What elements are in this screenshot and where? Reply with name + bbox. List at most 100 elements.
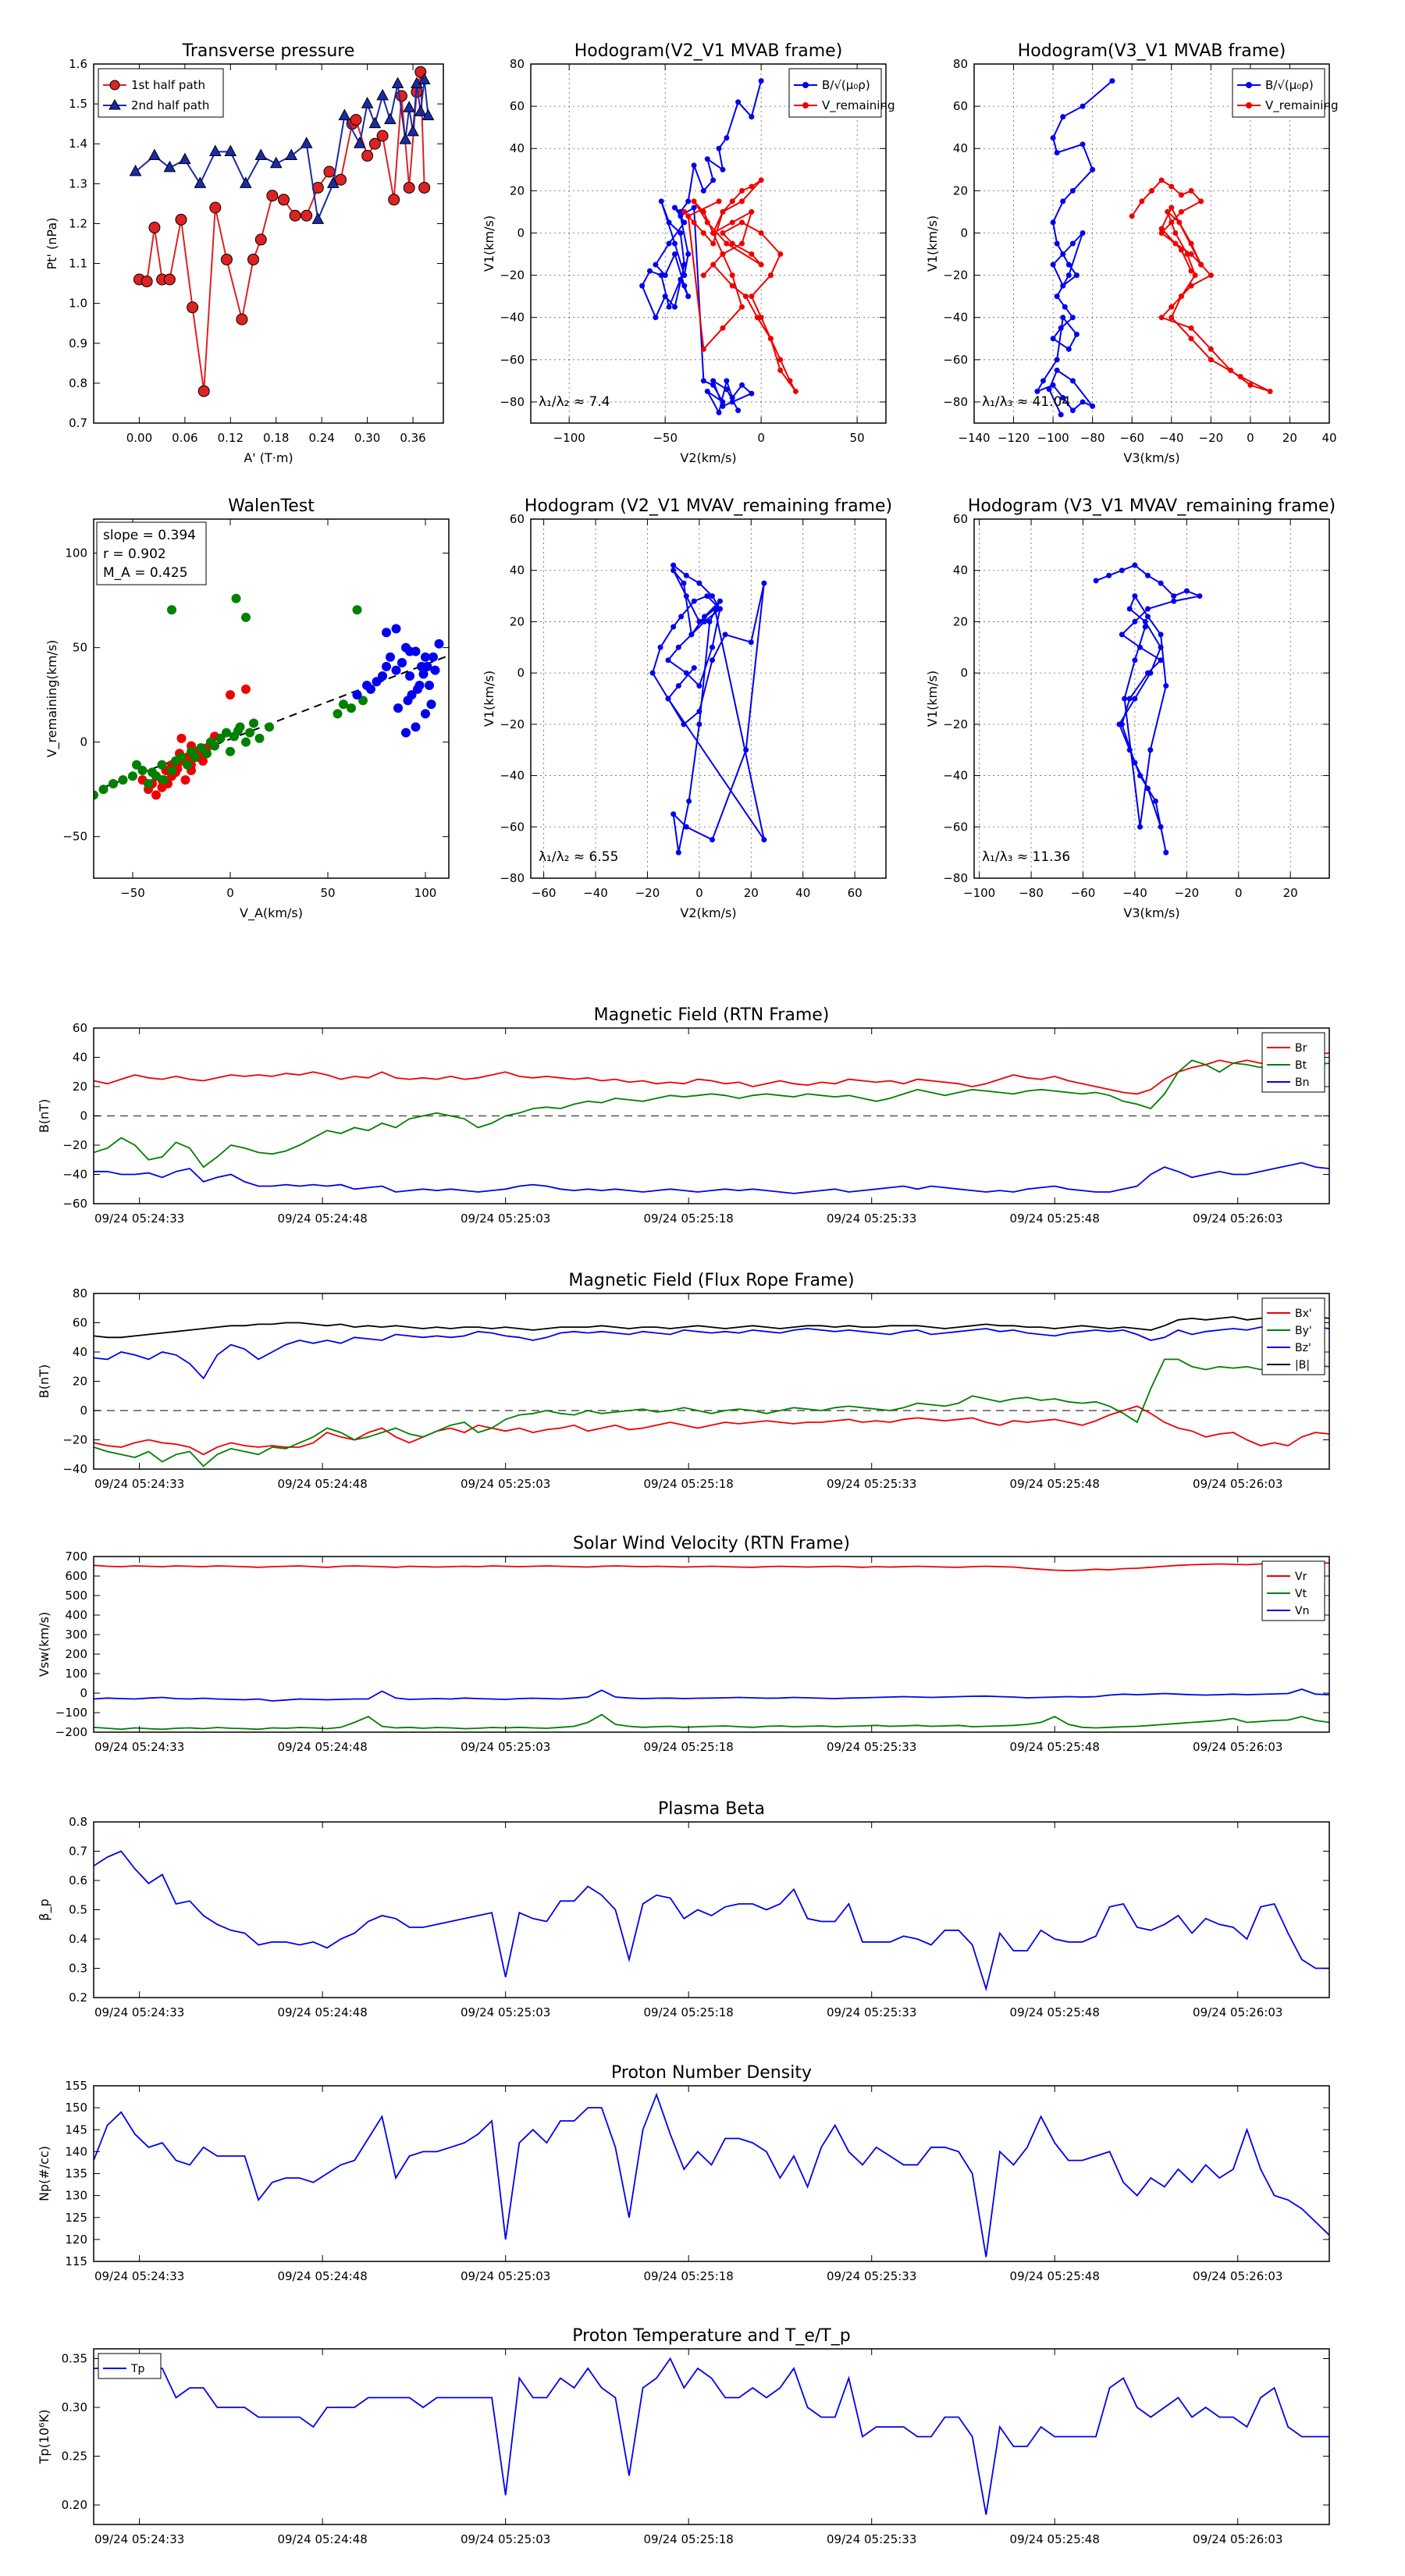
xtick-label: 09/24 05:25:03 <box>461 1740 550 1754</box>
stats-frame <box>96 521 207 585</box>
data-point <box>429 652 438 662</box>
data-point <box>368 137 381 150</box>
xtick-label: 09/24 05:24:48 <box>277 2005 367 2019</box>
data-point <box>792 388 799 394</box>
data-point <box>241 737 251 747</box>
data-point <box>1158 580 1164 586</box>
xtick-label: 09/24 05:25:33 <box>827 1740 916 1754</box>
y-axis-label: V_remaining(km/s) <box>44 640 60 758</box>
ytick-label: 20 <box>73 1080 87 1094</box>
data-point <box>383 112 397 125</box>
data-point <box>1188 240 1194 247</box>
data-point <box>683 824 689 830</box>
data-point <box>300 137 313 148</box>
data-point <box>222 728 231 738</box>
legend-label: Bt <box>1295 1059 1307 1072</box>
ytick-label: 1.5 <box>69 97 87 111</box>
data-point <box>1119 632 1125 638</box>
data-point <box>1050 262 1056 268</box>
data-point <box>1126 606 1133 612</box>
data-point <box>1093 578 1099 584</box>
ytick-label: 0 <box>517 226 525 240</box>
data-point <box>148 767 157 777</box>
data-point <box>196 742 206 753</box>
data-point <box>670 562 677 568</box>
data-point <box>1119 568 1125 574</box>
ytick-label: −40 <box>500 769 525 783</box>
series-line <box>94 1162 1329 1194</box>
chart-mag_rtn: 09/24 05:24:33 09/24 05:24:48 09/24 05:25:… <box>37 1005 1330 1226</box>
xtick-label: 09/24 05:25:48 <box>1010 2532 1100 2546</box>
data-point <box>749 183 755 190</box>
data-point <box>691 198 697 205</box>
series-bx <box>94 1405 1329 1456</box>
xtick-label: −50 <box>120 886 145 900</box>
ytick-label: 140 <box>65 2144 87 2158</box>
xtick-label: 09/24 05:24:33 <box>94 2532 184 2546</box>
ytick-label: 0.7 <box>69 416 87 430</box>
legend-label: Bx' <box>1295 1308 1312 1320</box>
data-point <box>681 208 688 215</box>
chart-tpp: 09/24 05:24:33 09/24 05:24:48 09/24 05:25:… <box>37 2326 1330 2546</box>
data-point <box>397 658 407 667</box>
ytick-label: 0.20 <box>62 2498 87 2512</box>
data-point <box>98 785 108 795</box>
series-line <box>139 72 425 392</box>
legend-label: 1st half path <box>131 78 205 92</box>
legend-label: V_remaining <box>1265 98 1339 113</box>
plot-frame <box>93 2348 1330 2525</box>
legend-label: 2nd half path <box>131 98 209 112</box>
stats-line: M_A = 0.425 <box>103 565 188 581</box>
series-line <box>94 2357 1329 2515</box>
data-point <box>167 605 176 615</box>
data-point <box>311 212 325 224</box>
data-point <box>729 240 735 247</box>
chart-h2: −140 −120 −100 −80 −60 −40 −20 0 20 40 −80 −60 −40 −2… <box>925 41 1339 465</box>
legend-label: Vr <box>1295 1571 1307 1583</box>
data-point <box>1060 315 1066 321</box>
xtick-label: 09/24 05:25:33 <box>827 1477 916 1491</box>
ytick-label: 0.9 <box>69 336 87 350</box>
data-point <box>1069 315 1076 321</box>
series-tp <box>94 2357 1329 2515</box>
xtick-label: 09/24 05:26:03 <box>1193 2269 1282 2283</box>
ytick-label: 0 <box>517 666 525 680</box>
data-point <box>1050 382 1056 388</box>
series-vt <box>94 1713 1329 1731</box>
xtick-label: −20 <box>1199 431 1224 445</box>
series-series <box>649 562 767 856</box>
series-line <box>652 564 765 853</box>
data-point <box>376 88 389 101</box>
data-point <box>758 315 764 321</box>
data-point <box>710 229 717 236</box>
series-blue <box>352 624 444 738</box>
data-layer <box>649 562 767 856</box>
data-point <box>678 276 684 283</box>
data-point <box>1106 572 1112 578</box>
ytick-label: 0.4 <box>69 1932 87 1946</box>
data-point <box>767 336 774 342</box>
data-point <box>301 209 313 222</box>
ytick-label: 80 <box>953 57 968 71</box>
y-axis-label: B(nT) <box>37 1099 52 1133</box>
data-point <box>691 162 697 169</box>
data-point <box>671 205 678 211</box>
data-point <box>1176 219 1183 226</box>
ytick-label: 500 <box>65 1589 87 1603</box>
data-point <box>215 733 226 743</box>
data-point <box>691 598 697 604</box>
data-point <box>1188 325 1194 331</box>
stats-line: slope = 0.394 <box>103 528 196 543</box>
data-point <box>1126 696 1133 702</box>
data-point <box>658 272 664 279</box>
x-axis-label: V_A(km/s) <box>240 906 303 921</box>
data-point <box>739 240 745 247</box>
xtick-label: −80 <box>1080 431 1105 445</box>
data-point <box>712 606 718 612</box>
xtick-label: 09/24 05:25:03 <box>461 2532 550 2546</box>
data-point <box>739 382 745 388</box>
series-series <box>1093 562 1203 856</box>
ratio-annotation: λ₁/λ₂ ≈ 7.4 <box>539 394 610 410</box>
data-point <box>197 385 210 397</box>
data-point <box>366 684 375 694</box>
